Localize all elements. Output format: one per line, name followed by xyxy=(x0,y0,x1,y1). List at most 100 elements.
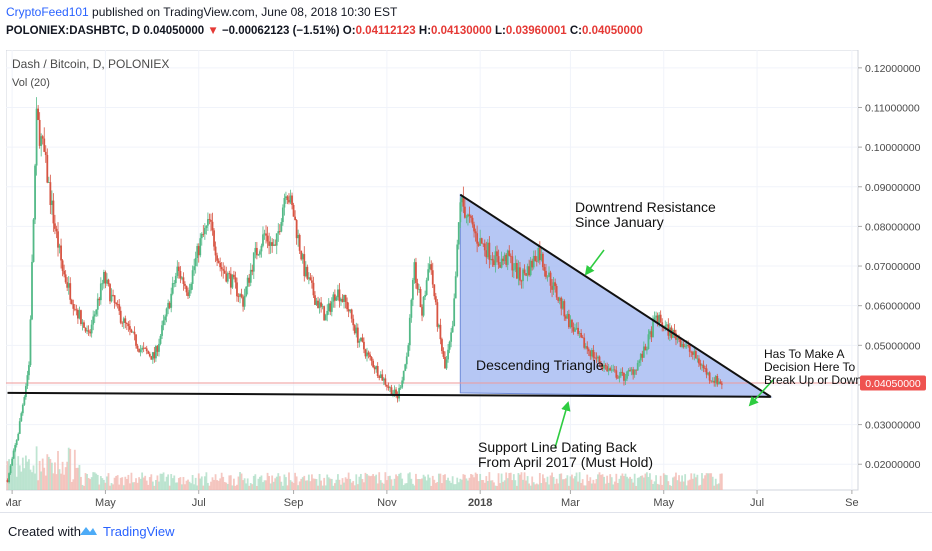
candle-body xyxy=(295,220,298,239)
volume-bar xyxy=(623,476,625,490)
candle-body xyxy=(188,290,191,297)
candle-body xyxy=(90,324,93,334)
volume-bar xyxy=(620,475,622,490)
candle-body xyxy=(541,253,544,268)
candle-body xyxy=(242,297,244,307)
volume-bar xyxy=(301,477,304,490)
candle-body xyxy=(217,260,220,263)
annotation-arrow xyxy=(554,401,571,449)
candle-body xyxy=(182,277,185,284)
candle-body xyxy=(184,283,186,286)
candle-body xyxy=(113,295,116,303)
volume-bar xyxy=(646,472,648,490)
candle-body xyxy=(688,345,691,352)
candle-body xyxy=(601,364,604,369)
volume-bar xyxy=(122,485,125,490)
tradingview-cloud-icon[interactable] xyxy=(77,522,99,538)
candle-body xyxy=(496,251,498,257)
volume-bar xyxy=(217,480,220,490)
footer-brand-link[interactable]: TradingView xyxy=(103,524,175,539)
candle-body xyxy=(555,286,558,298)
volume-bar xyxy=(216,480,218,490)
candle-body xyxy=(222,269,225,271)
candle-body xyxy=(436,302,439,327)
candle-body xyxy=(424,294,427,297)
candle-body xyxy=(21,404,24,414)
candle-body xyxy=(66,282,69,288)
candle-body xyxy=(309,277,312,281)
volume-bar xyxy=(704,475,706,490)
candle-body xyxy=(307,277,310,279)
candle-body xyxy=(639,353,642,361)
candle-body xyxy=(268,241,270,246)
current-price-tag xyxy=(860,375,926,391)
candle-body xyxy=(83,322,85,328)
volume-bar xyxy=(162,472,165,490)
candle-body xyxy=(646,349,648,351)
volume-bar xyxy=(347,472,350,490)
change-value: −0.00062123 (−1.51%) xyxy=(221,25,340,37)
volume-bar xyxy=(226,484,229,490)
volume-bar xyxy=(96,474,99,490)
candle-body xyxy=(719,381,722,384)
candle-body xyxy=(125,323,128,324)
volume-bar xyxy=(665,475,668,490)
volume-bar xyxy=(433,479,436,490)
candle-body xyxy=(519,267,521,281)
chart-area[interactable]: Downtrend Resistance Since January Descend… xyxy=(6,50,928,510)
candle-body xyxy=(187,292,189,297)
volume-bar xyxy=(333,483,336,490)
volume-bar xyxy=(471,474,474,490)
candle-body xyxy=(444,356,446,369)
close-label: C: xyxy=(569,25,582,37)
annotation-resistance-line: Downtrend Resistance xyxy=(575,199,716,215)
volume-bar xyxy=(416,479,419,490)
volume-bar xyxy=(104,482,107,490)
volume-bar xyxy=(379,480,382,490)
volume-bar xyxy=(281,485,284,490)
volume-bar xyxy=(240,473,243,490)
volume-bar xyxy=(164,481,166,490)
volume-bar xyxy=(664,474,667,490)
candle-body xyxy=(629,369,631,371)
x-tick-label: Jul xyxy=(192,497,206,509)
candle-body xyxy=(73,308,76,310)
volume-bar xyxy=(332,485,335,490)
author-link[interactable]: CryptoFeed101 xyxy=(6,5,89,19)
y-tick-label: 0.10000000 xyxy=(865,142,921,154)
candle-body xyxy=(545,270,547,277)
candle-body xyxy=(684,346,687,348)
volume-bar xyxy=(603,476,605,490)
volume-bar xyxy=(632,482,635,490)
candle-body xyxy=(6,480,9,482)
candle-body xyxy=(665,324,668,326)
volume-bar xyxy=(184,484,186,490)
volume-bar xyxy=(69,448,72,490)
candle-body xyxy=(503,254,506,262)
volume-bar xyxy=(236,484,238,490)
volume-bar xyxy=(609,474,612,490)
candle-body xyxy=(580,333,583,338)
candle-body xyxy=(294,216,296,221)
candle-body xyxy=(398,388,401,399)
candle-body xyxy=(63,270,66,275)
candle-body xyxy=(202,233,205,235)
candle-body xyxy=(57,231,59,248)
volume-bar xyxy=(626,476,628,490)
candle-body xyxy=(144,347,147,349)
candle-body xyxy=(387,386,390,388)
candle-body xyxy=(393,389,396,394)
candle-body xyxy=(329,303,332,312)
volume-bar xyxy=(514,480,517,490)
candle-body xyxy=(577,327,579,334)
candle-body xyxy=(447,349,449,360)
volume-bar xyxy=(306,480,309,490)
candle-body xyxy=(207,219,209,226)
candle-body xyxy=(636,362,639,371)
candle-body xyxy=(291,195,293,205)
candle-body xyxy=(177,266,180,271)
volume-bar xyxy=(650,479,653,490)
candle-body xyxy=(664,325,667,329)
candle-body xyxy=(408,317,411,346)
